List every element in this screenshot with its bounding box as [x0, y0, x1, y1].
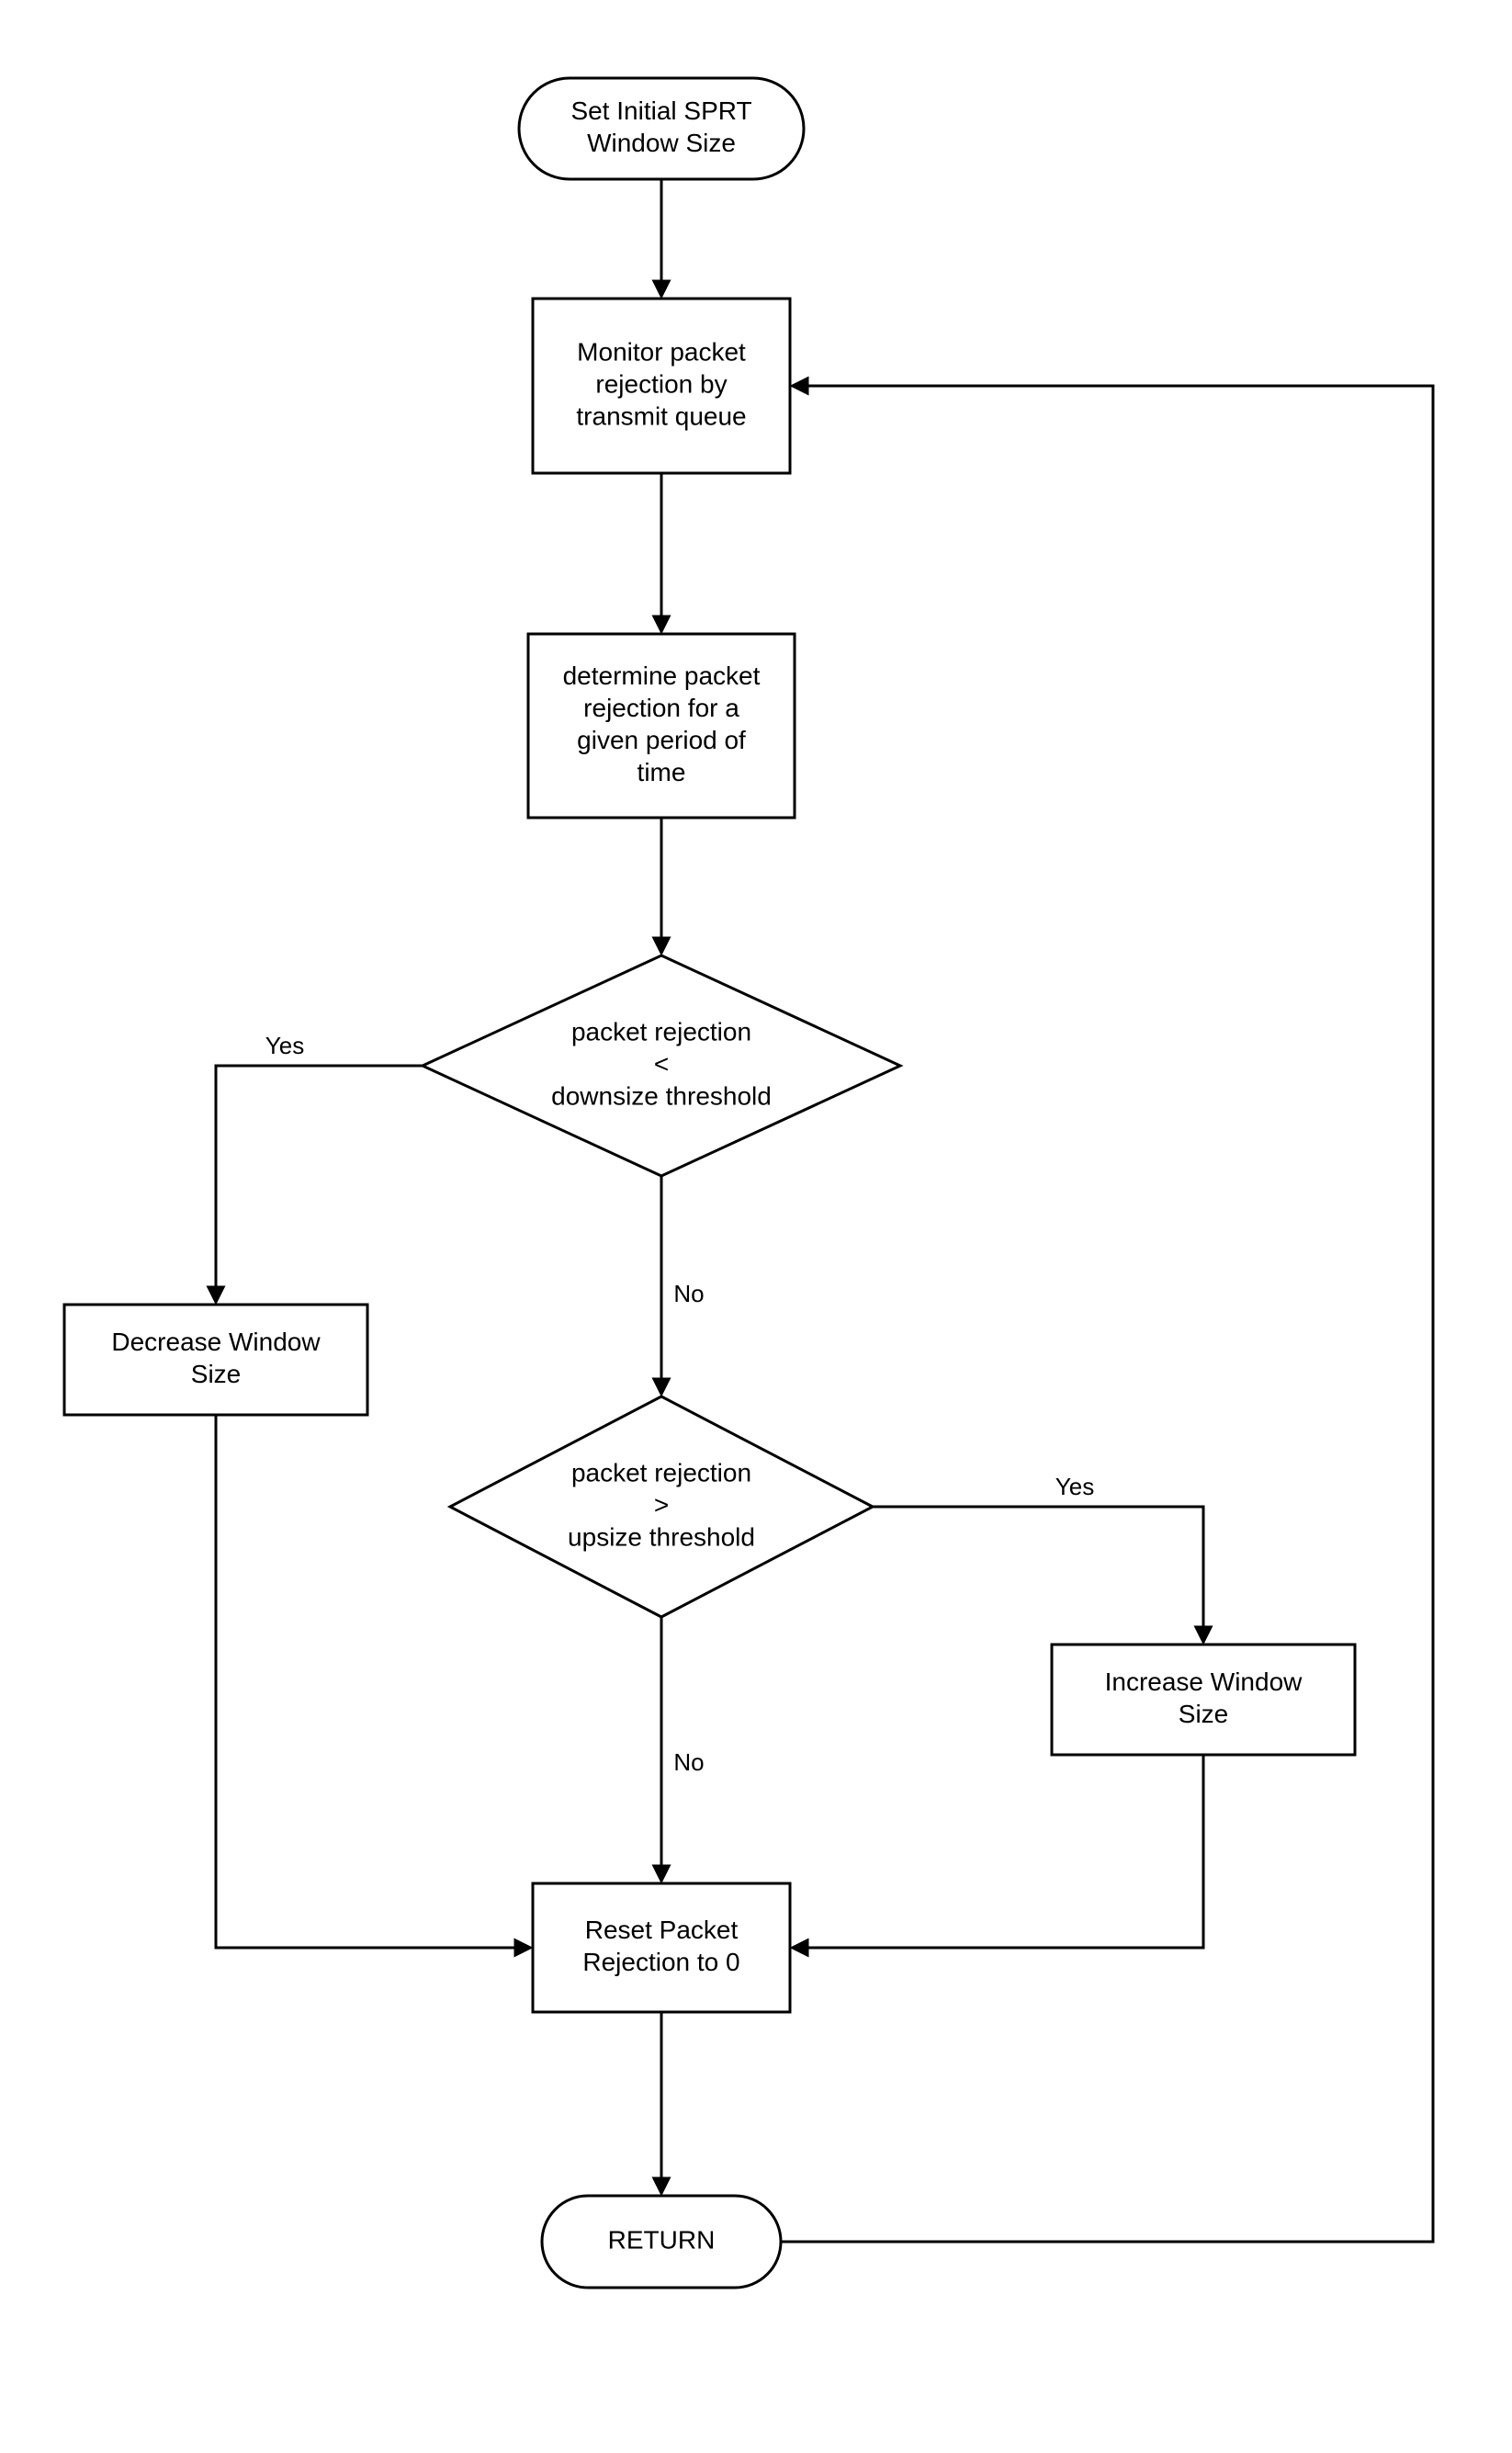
svg-text:time: time: [638, 758, 686, 786]
svg-text:Reset Packet: Reset Packet: [585, 1916, 739, 1944]
svg-text:Increase Window: Increase Window: [1105, 1667, 1303, 1696]
svg-text:determine packet: determine packet: [563, 661, 761, 690]
svg-text:packet rejection: packet rejection: [571, 1458, 751, 1486]
svg-text:given period of: given period of: [577, 726, 746, 754]
svg-text:transmit queue: transmit queue: [576, 401, 746, 430]
svg-text:Rejection to 0: Rejection to 0: [582, 1948, 739, 1976]
svg-text:Size: Size: [191, 1360, 241, 1388]
svg-text:Size: Size: [1179, 1700, 1228, 1728]
svg-text:Set Initial SPRT: Set Initial SPRT: [570, 96, 751, 125]
edge-label: No: [673, 1280, 704, 1307]
svg-text:rejection by: rejection by: [595, 369, 727, 398]
svg-text:downsize threshold: downsize threshold: [551, 1081, 772, 1110]
edge-label: No: [673, 1748, 704, 1776]
svg-text:Decrease Window: Decrease Window: [111, 1328, 321, 1356]
flow-edge: [216, 1066, 423, 1302]
flow-edge: [793, 1755, 1203, 1948]
svg-text:upsize threshold: upsize threshold: [568, 1522, 755, 1551]
flow-edge: [873, 1507, 1203, 1642]
flow-edge: [781, 386, 1433, 2242]
edge-label: Yes: [1055, 1473, 1094, 1500]
svg-text:packet rejection: packet rejection: [571, 1017, 751, 1046]
svg-text:Window Size: Window Size: [587, 129, 736, 157]
edge-label: Yes: [265, 1032, 304, 1059]
svg-text:RETURN: RETURN: [608, 2225, 716, 2254]
svg-text:<: <: [654, 1049, 669, 1078]
svg-text:Monitor packet: Monitor packet: [577, 337, 746, 366]
svg-text:>: >: [654, 1490, 669, 1519]
svg-text:rejection for a: rejection for a: [583, 694, 739, 722]
